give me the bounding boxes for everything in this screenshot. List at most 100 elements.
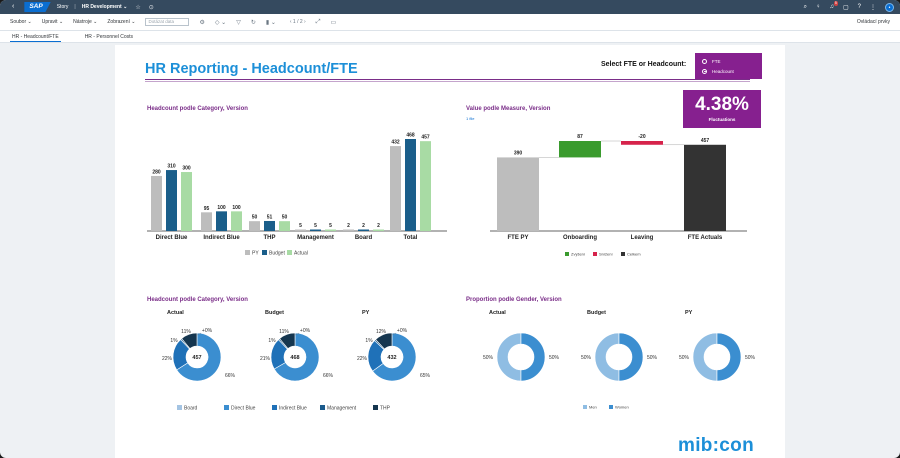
donut-title: PY	[685, 310, 693, 316]
category-donut-title: Headcount podle Category, Version	[147, 297, 248, 303]
donut-label: 22%	[162, 356, 173, 362]
category-label: Board	[355, 235, 373, 241]
donut-label: 50%	[745, 355, 756, 361]
menu-file[interactable]: Soubor ⌄	[10, 19, 32, 25]
menu-view[interactable]: Zobrazení ⌄	[107, 19, 136, 25]
waterfall-value: 457	[701, 138, 710, 144]
bar-label: 95	[204, 206, 210, 212]
donut-title: Actual	[167, 310, 184, 316]
settings-icon[interactable]: ⊙	[148, 4, 154, 11]
menu-file-label: Soubor	[10, 19, 27, 25]
bar-label: 5	[314, 223, 317, 229]
waterfall-value: 87	[577, 134, 583, 140]
legend-swatch	[177, 405, 182, 410]
legend-label: Snížení	[599, 252, 613, 257]
donut-slice-1	[372, 332, 417, 382]
apps-icon[interactable]: ⋮	[870, 4, 876, 11]
waterfall-category: FTE Actuals	[688, 235, 723, 241]
shell-title: Story	[56, 4, 69, 10]
legend-label: Zvýšení	[571, 252, 586, 257]
tab-personnel-costs[interactable]: HR - Personnel Costs	[84, 34, 134, 40]
gender-slice-0	[496, 332, 522, 382]
story-toolbar: Soubor ⌄ Upravit ⌄ Nástroje ⌄ Zobrazení …	[0, 14, 900, 31]
back-icon[interactable]: ‹	[12, 3, 15, 10]
bar-label: 51	[267, 214, 273, 220]
page-indicator-label: 1 / 2	[292, 19, 303, 25]
page-indicator[interactable]: ‹ 1 / 2 ›	[289, 19, 306, 25]
filter-icon[interactable]: ▽	[236, 19, 241, 26]
gender-donuts[interactable]: Actual 50% 50% Budget 50% 50% PY 50% 50% Men Women	[465, 305, 765, 415]
fullscreen-icon[interactable]: ⤢	[315, 18, 321, 25]
bar-label: 300	[182, 166, 191, 172]
app-switcher[interactable]: HR Development ⌄	[81, 4, 128, 10]
comment-icon[interactable]: ▭	[330, 19, 337, 26]
donut-label: +0%	[300, 328, 311, 334]
undo-icon[interactable]: ⚙	[199, 19, 205, 26]
donut-slice-4	[375, 332, 393, 350]
search-icon[interactable]: ⌕	[803, 3, 807, 10]
star-icon[interactable]: ☆	[135, 4, 141, 11]
refresh-icon[interactable]: ↻	[250, 19, 256, 26]
lightbulb-icon[interactable]: ♀	[815, 4, 821, 10]
sap-logo: SAP	[24, 2, 51, 12]
waterfall-category: Onboarding	[563, 235, 597, 241]
avatar[interactable]: •	[885, 2, 894, 12]
story-canvas: HR Reporting - Headcount/FTE Select FTE …	[115, 45, 785, 458]
donut-label: 21%	[260, 356, 271, 362]
legend-swatch	[593, 252, 597, 256]
donut-label: 1%	[268, 338, 276, 344]
bar-label: 457	[421, 135, 430, 141]
donut-label: 66%	[225, 373, 236, 379]
help-icon[interactable]: ?	[857, 4, 861, 10]
donut-label: 1%	[170, 338, 178, 344]
bar-actual-0	[181, 172, 192, 231]
donut-label: 12%	[376, 329, 387, 335]
option-fte[interactable]: FTE	[702, 56, 762, 66]
controls-button[interactable]: Ovládací prvky	[856, 19, 890, 25]
donut-slice-4	[279, 332, 296, 349]
legend-swatch	[583, 405, 587, 409]
donut-label: 50%	[647, 355, 658, 361]
bar-label: 100	[217, 205, 226, 211]
radio-headcount[interactable]	[702, 68, 707, 74]
share-icon[interactable]: ◇ ⌄	[214, 19, 227, 26]
headcount-bar-chart[interactable]: 280 310 300 Direct Blue 95 100 100 Indirect Blu…	[145, 125, 450, 260]
tab-headcount[interactable]: HR - Headcount/FTE	[10, 31, 61, 42]
donut-hole	[284, 346, 306, 368]
donut-title: Budget	[587, 310, 606, 316]
legend-swatch	[609, 405, 613, 409]
waterfall-title: Value podle Measure, Version	[466, 106, 551, 112]
shell-separator: |	[74, 4, 76, 10]
bar-actual-1	[231, 211, 242, 231]
waterfall-bar-1	[559, 141, 601, 158]
fluctuation-kpi[interactable]: 4.38% Fluctuations	[683, 90, 761, 128]
bar-py-0	[151, 175, 162, 231]
donut-label: 50%	[549, 355, 560, 361]
donut-hole	[186, 346, 208, 368]
gender-slice-0	[692, 332, 718, 382]
bar-label: 5	[329, 223, 332, 229]
menu-edit[interactable]: Upravit ⌄	[41, 19, 64, 25]
legend-label: Board	[184, 406, 198, 412]
category-label: Indirect Blue	[203, 235, 240, 241]
waterfall-chart[interactable]: 390 FTE PY 87 Onboarding -20 Leaving 457 FTE Ac…	[485, 125, 755, 260]
shell-actions: ⌕ ♀ ♫ 5 ▢ ? ⋮ •	[795, 0, 894, 14]
donut-center-label: 468	[290, 355, 299, 361]
legend-label: Direct Blue	[231, 406, 256, 412]
waterfall-note[interactable]: 1 file	[466, 116, 475, 121]
legend-label: Budget	[269, 251, 285, 257]
bookmark-icon[interactable]: ▮ ⌄	[265, 19, 276, 26]
donut-label: +0%	[202, 328, 213, 334]
mibcon-logo: mib:con	[678, 435, 754, 456]
category-donuts[interactable]: Actual457+0%66%22%1%11%Budget468+0%66%21…	[140, 305, 460, 415]
menu-tools[interactable]: Nástroje ⌄	[73, 19, 98, 25]
query-data-button[interactable]: Dotázat data	[145, 18, 190, 26]
notification-icon[interactable]: ♫ 5	[829, 1, 838, 10]
chat-icon[interactable]: ▢	[842, 4, 849, 11]
gender-slice-1	[716, 332, 742, 382]
donut-label: 66%	[323, 373, 334, 379]
donut-label: 50%	[581, 355, 592, 361]
donut-label: 65%	[420, 373, 431, 379]
radio-fte[interactable]	[702, 58, 707, 64]
option-headcount[interactable]: Headcount	[702, 66, 762, 76]
